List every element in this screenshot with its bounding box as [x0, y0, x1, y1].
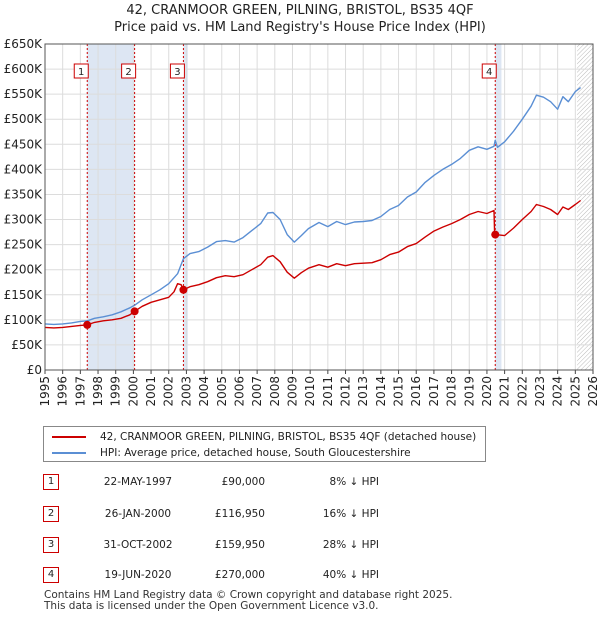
sale-label-number: 1: [78, 67, 84, 78]
sale-label-box: [481, 63, 497, 79]
y-tick-label: £250K: [4, 238, 44, 252]
chart-title: 42, CRANMOOR GREEN, PILNING, BRISTOL, BS…: [0, 2, 600, 36]
x-tick-label: 2019: [462, 376, 476, 407]
x-tick-label: 2007: [250, 376, 264, 407]
sale-period-shade: [183, 44, 188, 370]
sale-label-number: 4: [486, 67, 492, 78]
y-tick-label: £450K: [4, 137, 44, 151]
x-tick-label: 2020: [480, 376, 494, 407]
sale-price: £270,000: [214, 569, 265, 581]
x-tick-label: 2010: [303, 376, 317, 407]
sale-number-badge: 1: [43, 474, 59, 490]
sale-price: £159,950: [214, 539, 265, 551]
x-tick-label: 2001: [144, 376, 158, 407]
x-tick-label: 1997: [73, 376, 87, 407]
x-tick-label: 1998: [91, 376, 105, 407]
projection-hatch: [577, 44, 593, 370]
sale-label-box: [73, 63, 89, 79]
footer-licence: This data is licensed under the Open Gov…: [44, 600, 379, 612]
legend-item-property: 42, CRANMOOR GREEN, PILNING, BRISTOL, BS…: [52, 430, 476, 444]
sale-point: [491, 230, 500, 239]
sale-price: £90,000: [221, 476, 265, 488]
x-tick-label: 2012: [339, 376, 353, 407]
x-tick-label: 2005: [215, 376, 229, 407]
legend: 42, CRANMOOR GREEN, PILNING, BRISTOL, BS…: [43, 426, 486, 462]
x-tick-label: 1999: [109, 376, 123, 407]
x-tick-label: 2026: [586, 376, 600, 407]
x-tick-label: 2017: [427, 376, 441, 407]
sale-date: 31-OCT-2002: [103, 539, 173, 551]
legend-label-property: 42, CRANMOOR GREEN, PILNING, BRISTOL, BS…: [100, 431, 477, 443]
y-tick-label: £300K: [4, 213, 44, 227]
legend-item-hpi: HPI: Average price, detached house, Sout…: [52, 446, 411, 460]
x-tick-label: 2014: [374, 376, 388, 407]
x-tick-label: 2021: [498, 376, 512, 407]
sale-date: 19-JUN-2020: [104, 569, 172, 581]
chart-title-line1: 42, CRANMOOR GREEN, PILNING, BRISTOL, BS…: [126, 3, 474, 18]
sale-date: 22-MAY-1997: [103, 476, 173, 488]
sale-period-shade: [87, 44, 135, 370]
x-tick-label: 2016: [409, 376, 423, 407]
footer: Contains HM Land Registry data © Crown c…: [44, 590, 452, 612]
x-tick-label: 2000: [126, 376, 140, 407]
plot-frame: [44, 43, 594, 371]
sale-label-number: 3: [174, 67, 180, 78]
sale-label-number: 2: [125, 67, 131, 78]
y-tick-label: £550K: [4, 87, 44, 101]
footer-copyright: Contains HM Land Registry data © Crown c…: [44, 589, 453, 601]
plot-area: [45, 44, 593, 370]
x-tick-label: 2018: [445, 376, 459, 407]
sale-point: [179, 285, 188, 294]
x-tick-label: 2025: [568, 376, 582, 407]
hpi-series-line: [44, 87, 582, 326]
y-tick-label: £150K: [4, 288, 44, 302]
x-tick-label: 2003: [179, 376, 193, 407]
y-tick-label: £50K: [11, 338, 43, 352]
x-tick-label: 2009: [285, 376, 299, 407]
sale-period-shade: [495, 44, 502, 370]
x-tick-label: 2024: [551, 376, 565, 407]
sale-label-box: [121, 63, 137, 79]
sale-hpi-diff: 16% ↓ HPI: [322, 508, 379, 520]
x-tick-label: 2023: [533, 376, 547, 407]
legend-swatch-property: [52, 436, 86, 438]
chart-title-line2: Price paid vs. HM Land Registry's House …: [114, 20, 486, 35]
sale-number-badge: 2: [43, 506, 59, 522]
sale-hpi-diff: 40% ↓ HPI: [322, 569, 379, 581]
sale-price: £116,950: [214, 508, 265, 520]
x-tick-label: 2015: [392, 376, 406, 407]
sale-point: [83, 320, 92, 329]
x-tick-label: 2008: [268, 376, 282, 407]
table-row: 1 22-MAY-1997 £90,000 8% ↓ HPI: [43, 474, 463, 492]
sale-point: [130, 307, 139, 316]
x-tick-label: 2011: [321, 376, 335, 407]
x-tick-label: 2002: [162, 376, 176, 407]
x-tick-label: 2004: [197, 376, 211, 407]
table-row: 4 19-JUN-2020 £270,000 40% ↓ HPI: [43, 567, 463, 585]
sale-number-badge: 4: [43, 567, 59, 583]
table-row: 3 31-OCT-2002 £159,950 28% ↓ HPI: [43, 537, 463, 555]
x-tick-label: 1995: [38, 376, 52, 407]
y-tick-label: £400K: [4, 162, 44, 176]
y-tick-label: £0: [27, 363, 42, 377]
x-tick-label: 2013: [356, 376, 370, 407]
sale-hpi-diff: 8% ↓ HPI: [329, 476, 379, 488]
y-tick-label: £350K: [4, 187, 44, 201]
y-tick-label: £600K: [4, 62, 44, 76]
sale-number-badge: 3: [43, 537, 59, 553]
table-row: 2 26-JAN-2000 £116,950 16% ↓ HPI: [43, 506, 463, 524]
x-tick-label: 2006: [232, 376, 246, 407]
sale-label-box: [169, 63, 185, 79]
y-tick-label: £500K: [4, 112, 44, 126]
price-chart: £0 £50K £100K £150K £200K £250K £300K £350K £400…: [4, 37, 600, 407]
y-tick-label: £200K: [4, 263, 44, 277]
x-tick-label: 2022: [515, 376, 529, 407]
x-tick-label: 1996: [56, 376, 70, 407]
y-tick-label: £650K: [4, 37, 44, 51]
sale-date: 26-JAN-2000: [104, 508, 172, 520]
sale-hpi-diff: 28% ↓ HPI: [322, 539, 379, 551]
y-tick-label: £100K: [4, 313, 44, 327]
legend-label-hpi: HPI: Average price, detached house, Sout…: [100, 447, 411, 459]
legend-swatch-hpi: [52, 452, 86, 454]
